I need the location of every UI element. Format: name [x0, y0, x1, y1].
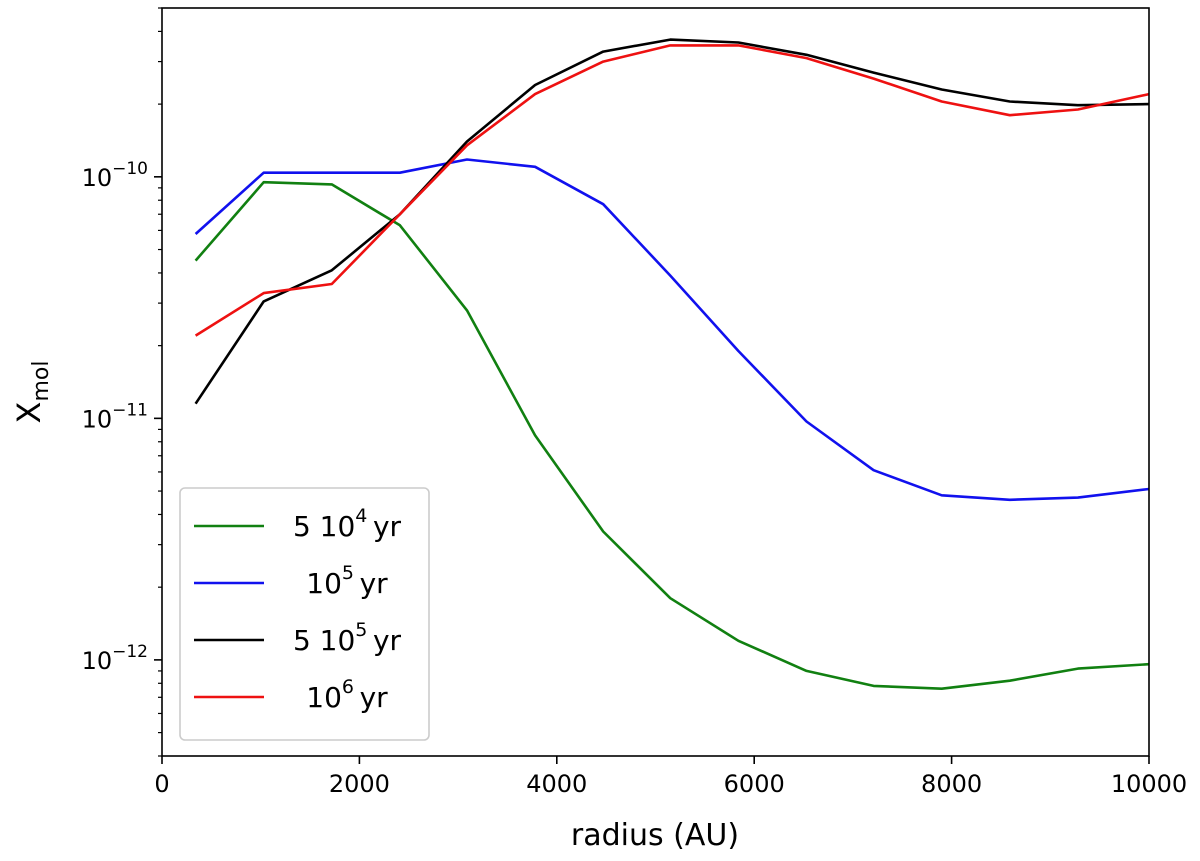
- legend-label: 5 104 yr: [293, 505, 402, 543]
- y-tick-label: 10−11: [82, 400, 148, 433]
- series-layer: [194, 38, 1150, 691]
- series-line-3: [194, 38, 1150, 405]
- series-line-4: [194, 44, 1150, 337]
- x-axis-title: radius (AU): [571, 818, 739, 853]
- series-line-2: [194, 158, 1150, 502]
- series-line-1: [194, 180, 1150, 691]
- legend-label: 106 yr: [306, 676, 388, 714]
- legend-box: [179, 487, 430, 741]
- y-axis-title-subscript: mol: [29, 361, 54, 402]
- plot-frame: [161, 7, 1150, 757]
- y-axis-title: Xmol: [10, 361, 54, 424]
- y-tick-label: 10−12: [82, 642, 148, 675]
- legend: 5 104 yr 105 yr 5 105 yr 106 yr: [179, 487, 430, 741]
- y-tick-label: 10−10: [82, 159, 148, 192]
- legend-label: 105 yr: [306, 562, 388, 600]
- x-tick-label: 10000: [1111, 770, 1187, 798]
- x-tick-label: 4000: [526, 770, 587, 798]
- x-tick-label: 6000: [724, 770, 785, 798]
- x-tick-label: 2000: [329, 770, 390, 798]
- ticks-layer: 0 2000 4000 6000 8000 10000 10−12 10−11 10−10: [82, 7, 1187, 798]
- y-axis-title-main: X: [10, 402, 48, 424]
- legend-label: 5 105 yr: [293, 619, 402, 657]
- x-tick-label: 8000: [921, 770, 982, 798]
- x-tick-label: 0: [154, 770, 169, 798]
